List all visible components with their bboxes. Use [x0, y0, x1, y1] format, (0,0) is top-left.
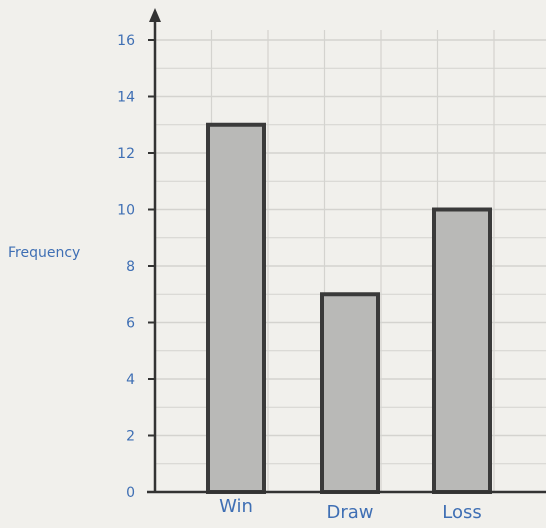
y-tick-label: 0: [126, 485, 135, 501]
y-axis-arrow: [149, 8, 161, 22]
category-labels: Win Draw Loss: [219, 496, 482, 523]
y-axis-label: Frequency: [8, 245, 80, 261]
y-tick-label: 8: [126, 259, 135, 275]
y-tick-label: 6: [126, 316, 135, 332]
bar-win: [206, 122, 266, 494]
category-label-loss: Loss: [442, 502, 481, 523]
y-tick-label: 16: [117, 33, 135, 49]
bar-draw: [320, 292, 380, 494]
category-label-win: Win: [219, 496, 253, 517]
bar-loss: [432, 207, 492, 494]
y-tick-label: 2: [126, 429, 135, 445]
y-tick-label: 4: [126, 372, 135, 388]
y-tick-labels: 0 2 4 6 8 10 12 14 16: [117, 33, 155, 501]
y-tick-label: 12: [117, 146, 135, 162]
axes: [147, 8, 546, 494]
y-tick-label: 14: [117, 90, 135, 106]
bars: [206, 122, 492, 494]
y-tick-label: 10: [117, 203, 135, 219]
category-label-draw: Draw: [326, 502, 373, 523]
